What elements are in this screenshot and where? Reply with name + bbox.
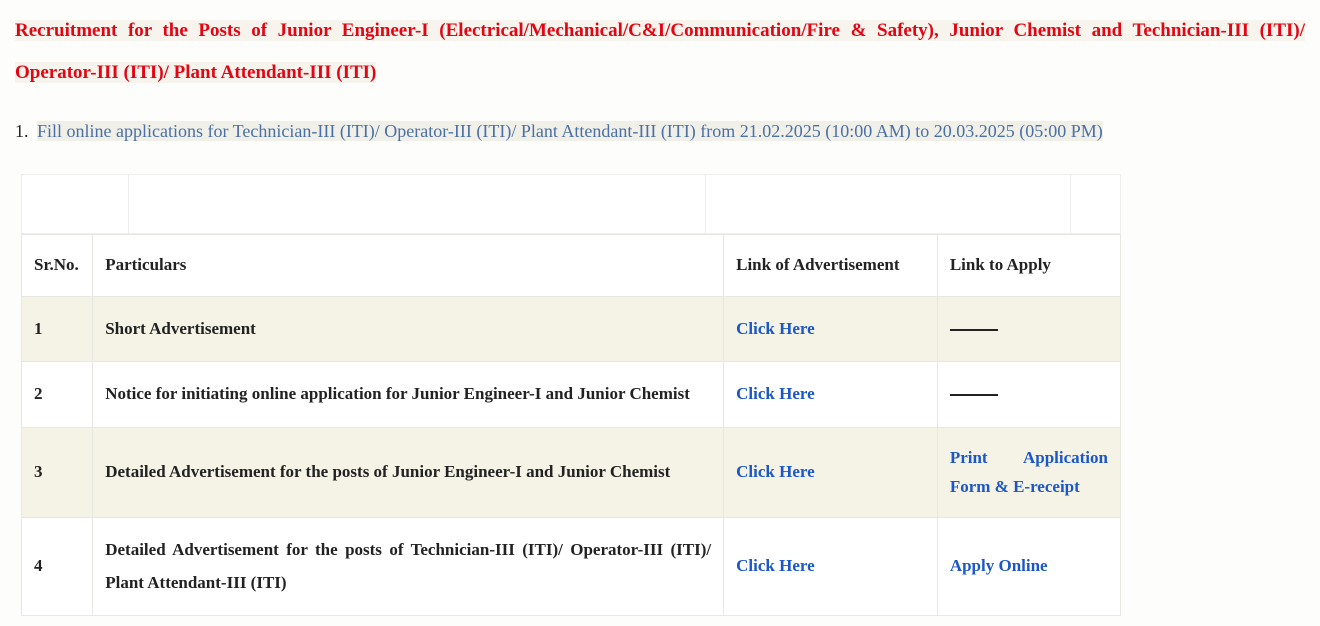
th-srno: Sr.No.	[22, 235, 93, 297]
cell-link-apply	[937, 297, 1120, 362]
apply-dash	[950, 394, 998, 396]
cell-particulars: Detailed Advertisement for the posts of …	[93, 427, 724, 518]
cell-particulars: Detailed Advertisement for the posts of …	[93, 518, 724, 616]
cell-srno: 2	[22, 362, 93, 427]
cell-particulars: Short Advertisement	[93, 297, 724, 362]
table-row: 4 Detailed Advertisement for the posts o…	[22, 518, 1121, 616]
notice-list-item: 1. Fill online applications for Technici…	[15, 116, 1305, 147]
cell-link-apply: Apply Online	[937, 518, 1120, 616]
apply-dash	[950, 329, 998, 331]
apply-link[interactable]: Apply Online	[950, 556, 1048, 575]
page-heading-text: Recruitment for the Posts of Junior Engi…	[15, 20, 1305, 83]
notice-text-wrap: Fill online applications for Technician-…	[37, 116, 1103, 147]
cell-link-adv: Click Here	[724, 362, 938, 427]
adv-link[interactable]: Click Here	[736, 319, 815, 338]
th-link-adv: Link of Advertisement	[724, 235, 938, 297]
apply-link[interactable]: Print Application Form & E-receipt	[950, 448, 1108, 496]
table-row: 2 Notice for initiating online applicati…	[22, 362, 1121, 427]
notice-number: 1.	[15, 116, 37, 147]
cell-srno: 3	[22, 427, 93, 518]
cell-link-adv: Click Here	[724, 518, 938, 616]
adv-link[interactable]: Click Here	[736, 384, 815, 403]
recruitment-table: Sr.No. Particulars Link of Advertisement…	[21, 234, 1121, 616]
page-heading: Recruitment for the Posts of Junior Engi…	[15, 10, 1305, 94]
th-link-apply: Link to Apply	[937, 235, 1120, 297]
cell-srno: 1	[22, 297, 93, 362]
cell-srno: 4	[22, 518, 93, 616]
adv-link[interactable]: Click Here	[736, 462, 815, 481]
table-row: 3 Detailed Advertisement for the posts o…	[22, 427, 1121, 518]
spacer-table	[21, 174, 1121, 234]
cell-particulars: Notice for initiating online application…	[93, 362, 724, 427]
table-header-row: Sr.No. Particulars Link of Advertisement…	[22, 235, 1121, 297]
adv-link[interactable]: Click Here	[736, 556, 815, 575]
table-row: 1 Short Advertisement Click Here	[22, 297, 1121, 362]
notice-text: Fill online applications for Technician-…	[37, 121, 1103, 141]
cell-link-adv: Click Here	[724, 297, 938, 362]
cell-link-adv: Click Here	[724, 427, 938, 518]
th-particulars: Particulars	[93, 235, 724, 297]
cell-link-apply	[937, 362, 1120, 427]
cell-link-apply: Print Application Form & E-receipt	[937, 427, 1120, 518]
